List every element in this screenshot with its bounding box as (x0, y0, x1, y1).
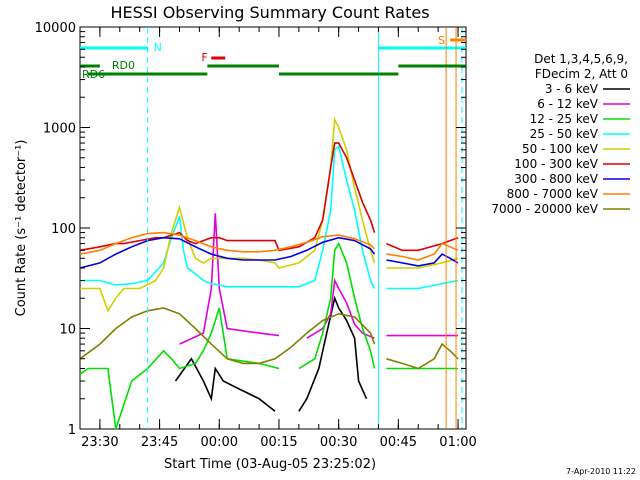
legend-label: 3 - 6 keV (545, 82, 599, 96)
series-line (298, 241, 376, 370)
footer-date: 7-Apr-2010 11:22 (566, 467, 636, 476)
y-tick-label: 100 (51, 222, 76, 237)
x-tick-label: 00:45 (380, 435, 417, 450)
legend-label: 12 - 25 keV (530, 112, 599, 126)
legend-label: 7000 - 20000 keV (491, 202, 598, 216)
series-line (80, 144, 376, 289)
series-line (179, 213, 280, 345)
x-tick-label: 00:00 (201, 435, 238, 450)
series-6 (79, 142, 459, 252)
series-layer (79, 116, 459, 430)
legend-header-line-2: FDecim 2, Att 0 (535, 67, 628, 81)
legend: Det 1,3,4,5,6,9, FDecim 2, Att 0 3 - 6 k… (491, 52, 630, 216)
x-axis-label: Start Time (03-Aug-05 23:25:02) (164, 457, 376, 472)
y-axis-label: Count Rate (s⁻¹ detector⁻¹) (14, 140, 29, 317)
legend-label: 800 - 7000 keV (507, 187, 599, 201)
legend-label: 25 - 50 keV (530, 127, 599, 141)
series-line (79, 231, 376, 255)
series-line (298, 295, 368, 412)
legend-header-line-1: Det 1,3,4,5,6,9, (534, 52, 628, 66)
series-4 (80, 144, 459, 290)
series-line (386, 257, 459, 269)
series-line (79, 307, 376, 365)
rd6-label: RD6 (82, 68, 105, 81)
x-axis: 23:30 23:45 00:00 00:15 00:30 00:45 01:00 (79, 27, 477, 450)
flare-label: F (201, 51, 207, 64)
legend-label: 100 - 300 keV (514, 157, 598, 171)
saa-label: S (438, 34, 445, 47)
chart-title: HESSI Observing Summary Count Rates (110, 3, 429, 22)
x-tick-label: 23:30 (81, 435, 118, 450)
series-7 (79, 236, 459, 269)
x-tick-label: 00:15 (260, 435, 297, 450)
y-tick-label: 10 (59, 323, 76, 338)
night-label: N (154, 41, 162, 54)
series-line (386, 253, 459, 267)
y-tick-label: 1 (68, 423, 76, 438)
legend-label: 300 - 800 keV (514, 172, 598, 186)
x-tick-label: 23:45 (141, 435, 178, 450)
rd0-label: RD0 (112, 59, 135, 72)
series-line (174, 357, 276, 412)
series-line (79, 236, 376, 269)
series-line (386, 279, 459, 290)
series-1 (174, 295, 368, 412)
x-tick-label: 00:30 (320, 435, 357, 450)
series-8 (79, 231, 459, 261)
y-tick-label: 10000 (35, 21, 76, 36)
legend-label: 6 - 12 keV (537, 97, 599, 111)
y-axis: 1 10 100 1000 10000 (35, 21, 466, 438)
series-line (386, 342, 459, 370)
series-line (386, 236, 459, 252)
series-line (79, 307, 280, 430)
y-tick-label: 1000 (43, 122, 76, 137)
x-tick-label: 01:00 (439, 435, 476, 450)
series-line (386, 242, 459, 261)
series-line (79, 142, 376, 252)
legend-label: 50 - 100 keV (522, 142, 599, 156)
series-line (306, 277, 375, 339)
series-9 (79, 307, 459, 370)
